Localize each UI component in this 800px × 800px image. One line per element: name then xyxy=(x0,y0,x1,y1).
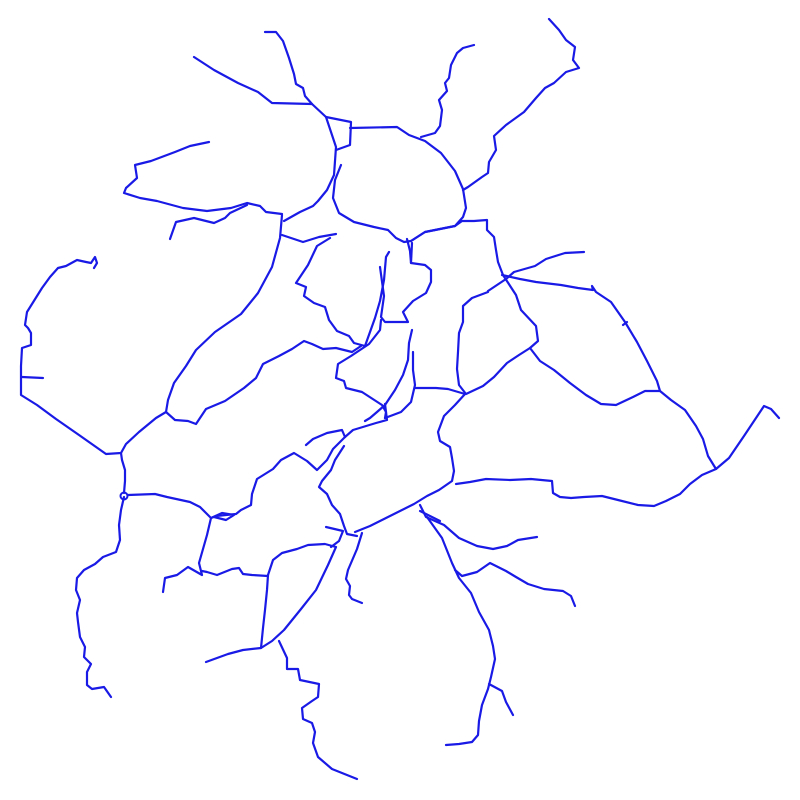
road-segment xyxy=(202,568,268,576)
road-segment xyxy=(22,377,43,378)
road-segment xyxy=(421,45,474,137)
road-segment xyxy=(380,239,431,322)
road-segment xyxy=(306,404,387,445)
road-segment xyxy=(21,215,282,454)
road-segment xyxy=(456,469,716,506)
road-segment xyxy=(411,243,412,263)
road-segment xyxy=(319,446,357,536)
road-segment xyxy=(333,165,411,242)
road-segment xyxy=(503,275,538,348)
road-segment xyxy=(326,117,351,150)
road-segment xyxy=(206,575,268,662)
road-segment xyxy=(166,341,361,424)
road-segment xyxy=(463,19,579,190)
road-segment xyxy=(76,497,124,697)
road-segment xyxy=(427,517,495,745)
road-segment xyxy=(457,292,779,469)
road-segment xyxy=(355,388,465,532)
road-segment xyxy=(163,437,345,592)
road-segment xyxy=(489,684,513,715)
road-segment xyxy=(194,57,336,221)
road-segment xyxy=(420,505,537,549)
road-segment xyxy=(502,275,660,391)
road-segment xyxy=(350,127,466,241)
road-segment xyxy=(121,453,125,493)
road-segment xyxy=(385,352,415,418)
road-segment xyxy=(282,234,336,242)
road-segment xyxy=(346,533,362,603)
road-segment xyxy=(265,32,312,104)
road-segment xyxy=(296,238,389,346)
road-network xyxy=(21,19,779,779)
road-segment xyxy=(411,220,503,275)
road-segment xyxy=(261,544,336,648)
road-segment xyxy=(279,641,357,779)
road-segment xyxy=(124,142,282,214)
